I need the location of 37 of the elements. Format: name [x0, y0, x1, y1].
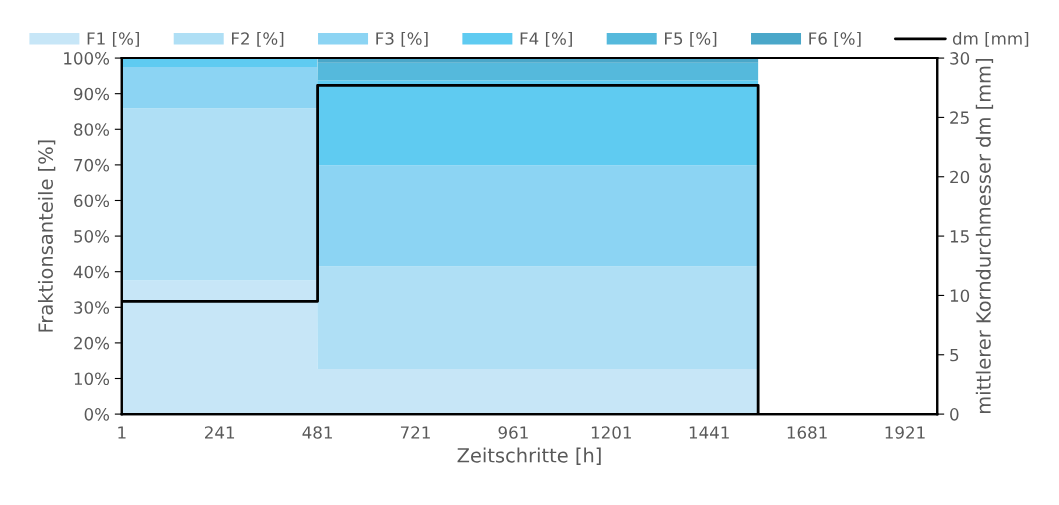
y-tick-label: 100%: [64, 52, 110, 65]
x-axis-title: Zeitschritte [h]: [457, 447, 601, 465]
legend-label: F6 [%]: [809, 31, 861, 47]
x-tick-label: 1681: [787, 426, 827, 439]
y-tick-label: 80%: [74, 123, 110, 136]
y-tick-label: 70%: [74, 158, 110, 172]
legend-label: F1 [%]: [87, 31, 139, 47]
legend-label: F3 [%]: [376, 31, 428, 47]
x-tick-label: 481: [302, 426, 332, 439]
y2-tick-label: 0: [950, 408, 959, 421]
y-tick-label: 60%: [74, 194, 110, 208]
y-tick-label: 0%: [84, 408, 110, 421]
y-tick-label: 40%: [73, 265, 110, 279]
legend-label: dm [mm]: [952, 31, 1029, 47]
y-tick-label: 20%: [74, 336, 110, 350]
legend-label: F5 [%]: [665, 31, 717, 47]
y2-tick-label: 5: [950, 348, 959, 362]
y-tick-label: 30%: [74, 301, 110, 314]
y2-tick-label: 25: [950, 111, 969, 124]
x-tick-label: 961: [498, 426, 528, 439]
x-tick-label: 241: [205, 426, 235, 439]
legend-label: F2 [%]: [232, 31, 284, 47]
y2-tick-label: 15: [950, 230, 969, 243]
y-axis-title: Fraktionsanteile [%]: [37, 140, 56, 332]
y-tick-label: 50%: [74, 230, 110, 243]
y2-tick-label: 30: [950, 52, 970, 65]
y-tick-label: 90%: [73, 87, 110, 101]
x-tick-label: 1921: [885, 426, 925, 439]
y2-tick-label: 20: [950, 170, 970, 184]
x-tick-label: 721: [400, 426, 430, 439]
y2-axis-title: mittlerer Korndurchmesser dm [mm]: [975, 59, 994, 413]
x-tick-label: 1: [118, 426, 126, 439]
y-tick-label: 10%: [74, 372, 110, 386]
legend-label: F4 [%]: [520, 31, 572, 47]
x-tick-label: 1441: [689, 426, 729, 439]
y2-tick-label: 10: [950, 289, 970, 302]
x-tick-label: 1201: [591, 426, 631, 439]
